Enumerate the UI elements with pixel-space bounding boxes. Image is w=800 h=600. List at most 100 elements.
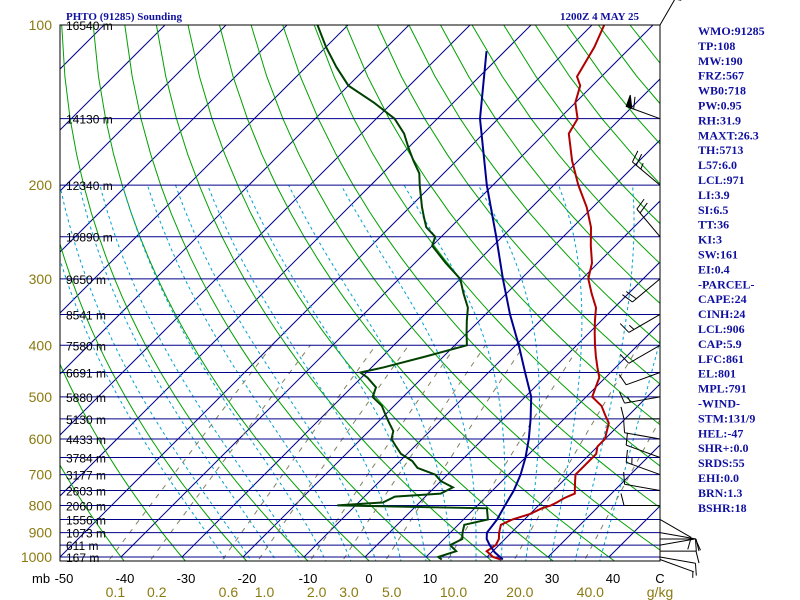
moist-adiabat-line (477, 184, 540, 561)
index-entry: WB0:718 (698, 84, 746, 98)
mixing-ratio-tick-label: 40.0 (577, 584, 604, 600)
mixing-ratio-line (220, 345, 377, 561)
wind-barb-flag (687, 537, 692, 550)
temperature-trace (485, 25, 610, 561)
index-entry: -WIND- (698, 397, 740, 411)
mixing-ratio-line (107, 344, 273, 561)
valid-time: 1200Z 4 MAY 25 (560, 11, 639, 23)
pressure-tick-label: 800 (29, 497, 53, 513)
wind-barb (623, 471, 661, 492)
isotherm-line (60, 25, 471, 436)
wind-barb (619, 344, 661, 364)
index-entry: TT:36 (698, 218, 729, 232)
dry-adiabat-line (124, 25, 432, 561)
wind-barb-shaft (626, 444, 661, 458)
wind-barb-half-flag (640, 163, 644, 170)
dry-adiabat-line (788, 25, 800, 568)
index-entry: STM:131/9 (698, 411, 755, 425)
mixing-ratio-tick-label: 0.2 (147, 584, 167, 600)
parcel-trace (478, 51, 533, 561)
moist-adiabat-line (78, 184, 277, 561)
height-label: 167 m (66, 551, 99, 565)
index-entry: SRDS:55 (698, 456, 745, 470)
wind-barb-flag (625, 432, 628, 446)
index-entry: L57:6.0 (698, 158, 737, 172)
mixing-ratio-line (446, 345, 581, 561)
mixing-ratio-tick-label: 20.0 (506, 584, 533, 600)
temperature-tick-label: 40 (606, 571, 620, 586)
wind-barb (659, 559, 694, 578)
plot-frame (59, 24, 661, 562)
index-entry: EL:801 (698, 367, 736, 381)
wind-barb-flag (639, 202, 648, 214)
index-entry: KI:3 (698, 233, 722, 247)
index-entry: LI:3.9 (698, 188, 730, 202)
dry-adiabat-line (60, 464, 125, 561)
moist-adiabat-grid (60, 184, 660, 561)
sounding-traces (316, 25, 610, 561)
index-entry: RH:31.9 (698, 113, 741, 127)
moist-adiabat-line (244, 184, 427, 561)
dry-adiabat-line (376, 25, 660, 385)
height-label: 2603 m (66, 485, 106, 499)
mixing-ratio-tick-label: 2.0 (307, 584, 327, 600)
mixing-ratio-line (341, 345, 486, 561)
height-label: 14130 m (66, 113, 113, 127)
height-label: 1073 m (66, 527, 106, 541)
wind-barb (619, 314, 661, 333)
wind-barb-flag (636, 198, 645, 210)
moist-adiabat-line (60, 184, 252, 561)
wind-barb (659, 532, 697, 552)
wind-barb-pennant (625, 94, 633, 110)
moist-adiabat-line (403, 184, 506, 561)
wind-barb (660, 538, 700, 552)
mixing-ratio-line (512, 345, 640, 561)
moist-adiabat-line (60, 257, 228, 561)
wind-barb-shaft (659, 559, 694, 573)
mixing-ratio-line (309, 345, 457, 561)
isotherm-line (60, 25, 593, 558)
wind-barb-flag (633, 96, 636, 110)
index-entry: CINH:24 (698, 307, 745, 321)
height-label: 2060 m (66, 499, 106, 513)
dewpoint-trace (316, 25, 489, 561)
index-entry: BSHR:18 (698, 501, 747, 515)
wind-barb-shaft (624, 432, 661, 440)
wind-barb-shaft (624, 396, 661, 404)
dry-adiabat-line (60, 363, 187, 561)
wind-barb-shaft (659, 532, 696, 540)
wind-barb-flag (620, 493, 625, 506)
chart-title: PHTO (91285) Sounding (66, 11, 182, 23)
pressure-tick-label: 1000 (21, 549, 52, 565)
wind-barb (659, 538, 701, 551)
isotherm-line (364, 261, 660, 558)
temperature-tick-label: 20 (484, 571, 498, 586)
temperature-tick-label: 10 (423, 571, 437, 586)
wind-barb-shaft (659, 519, 692, 538)
mixing-ratio-tick-label: 3.0 (339, 584, 359, 600)
isotherm-line (60, 25, 532, 497)
dry-adiabat-line (219, 25, 616, 561)
height-label: 611 m (66, 539, 98, 553)
temperature-tick-label: -50 (55, 571, 74, 586)
pressure-tick-label: 700 (29, 467, 53, 483)
mixing-ratio-tick-label: 5.0 (382, 584, 402, 600)
moist-adiabat-line (99, 184, 302, 561)
wind-barb-flag (695, 551, 700, 564)
index-entry: BRN:1.3 (698, 486, 742, 500)
index-entry: EHI:0.0 (698, 471, 739, 485)
wind-barb-shaft (659, 538, 696, 546)
wind-barb (625, 449, 661, 476)
index-entry: TP:108 (698, 39, 735, 53)
dry-adiabat-line (92, 25, 371, 561)
wind-barb-shaft (624, 483, 661, 492)
height-label: 3784 m (66, 451, 106, 465)
pressure-tick-label: 500 (29, 389, 53, 405)
dry-adiabat-line (408, 25, 660, 345)
height-label: 5880 m (66, 391, 106, 405)
isotherm-line (60, 25, 410, 375)
wind-barb-flag (623, 420, 626, 433)
isotherm-line (486, 383, 660, 558)
wind-barb (623, 420, 661, 440)
